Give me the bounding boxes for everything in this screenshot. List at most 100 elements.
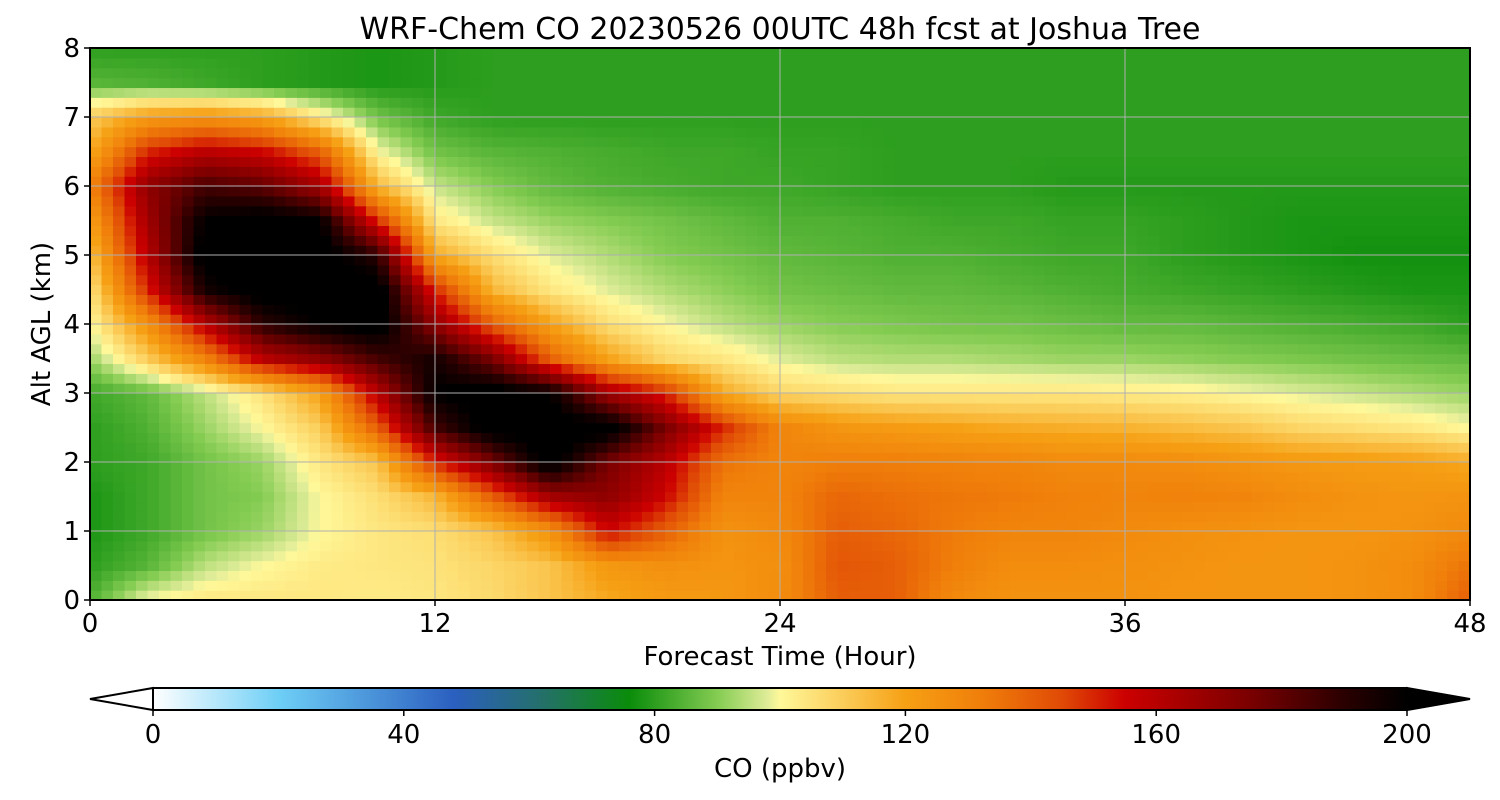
heatmap-cell: [676, 481, 689, 493]
heatmap-cell: [1033, 294, 1046, 305]
heatmap-cell: [1102, 215, 1115, 227]
heatmap-cell: [895, 235, 908, 246]
heatmap-cell: [469, 343, 482, 355]
heatmap-cell: [1010, 274, 1023, 286]
heatmap-cell: [1102, 491, 1115, 503]
heatmap-cell: [757, 205, 770, 217]
heatmap-cell: [1102, 225, 1115, 236]
heatmap-cell: [987, 412, 1000, 424]
heatmap-cell: [1159, 255, 1172, 266]
heatmap-cell: [1401, 550, 1414, 562]
heatmap-cell: [101, 274, 114, 286]
heatmap-cell: [1401, 481, 1414, 493]
heatmap-cell: [918, 225, 931, 236]
heatmap-cell: [906, 264, 919, 276]
heatmap-cell: [883, 294, 896, 305]
heatmap-cell: [906, 531, 919, 542]
heatmap-cell: [400, 274, 413, 286]
heatmap-cell: [216, 284, 229, 296]
heatmap-cell: [1263, 363, 1276, 374]
heatmap-cell: [814, 353, 827, 365]
heatmap-cell: [929, 511, 942, 522]
heatmap-cell: [826, 205, 839, 217]
heatmap-cell: [423, 481, 436, 493]
heatmap-cell: [998, 205, 1011, 217]
heatmap-cell: [435, 462, 448, 473]
heatmap-cell: [228, 343, 241, 355]
heatmap-cell: [377, 245, 390, 256]
heatmap-cell: [90, 324, 103, 335]
heatmap-cell: [1021, 353, 1034, 365]
heatmap-cell: [216, 452, 229, 463]
heatmap-cell: [446, 481, 459, 493]
heatmap-cell: [1217, 511, 1230, 522]
heatmap-cell: [113, 442, 126, 453]
heatmap-cell: [596, 274, 609, 286]
heatmap-cell: [1171, 531, 1184, 542]
heatmap-cell: [412, 521, 425, 532]
heatmap-cell: [1228, 215, 1241, 227]
heatmap-cell: [423, 245, 436, 256]
heatmap-cell: [1378, 471, 1391, 483]
heatmap-cell: [653, 215, 666, 227]
heatmap-cell: [136, 462, 149, 473]
heatmap-cell: [1021, 590, 1034, 600]
heatmap-cell: [676, 462, 689, 473]
heatmap-cell: [377, 264, 390, 276]
heatmap-cell: [929, 353, 942, 365]
heatmap-cell: [1159, 402, 1172, 414]
heatmap-cell: [101, 373, 114, 384]
heatmap-cell: [941, 264, 954, 276]
heatmap-cell: [1194, 590, 1207, 600]
heatmap-cell: [458, 353, 471, 365]
heatmap-cell: [1228, 412, 1241, 424]
heatmap-cell: [1424, 264, 1437, 276]
heatmap-cell: [251, 422, 264, 434]
heatmap-cell: [527, 363, 540, 374]
heatmap-cell: [791, 333, 804, 345]
heatmap-cell: [228, 481, 241, 493]
heatmap-cell: [193, 373, 206, 384]
heatmap-cell: [711, 363, 724, 374]
heatmap-cell: [1033, 274, 1046, 286]
heatmap-cell: [331, 481, 344, 493]
heatmap-cell: [446, 235, 459, 246]
heatmap-cell: [1205, 324, 1218, 335]
heatmap-cell: [1309, 560, 1322, 572]
heatmap-cell: [883, 412, 896, 424]
heatmap-cell: [1171, 550, 1184, 562]
heatmap-cell: [1079, 304, 1092, 315]
heatmap-cell: [619, 412, 632, 424]
heatmap-cell: [630, 333, 643, 345]
heatmap-cell: [573, 570, 586, 581]
heatmap-cell: [1067, 590, 1080, 600]
heatmap-cell: [607, 274, 620, 286]
heatmap-cell: [1056, 294, 1069, 305]
heatmap-cell: [952, 314, 965, 325]
heatmap-cell: [814, 294, 827, 305]
heatmap-cell: [573, 343, 586, 355]
heatmap-cell: [642, 511, 655, 522]
heatmap-cell: [354, 195, 367, 207]
heatmap-cell: [734, 363, 747, 374]
heatmap-cell: [331, 540, 344, 552]
heatmap-cell: [1320, 333, 1333, 345]
heatmap-cell: [1389, 590, 1402, 600]
heatmap-cell: [653, 471, 666, 483]
heatmap-cell: [262, 550, 275, 562]
heatmap-cell: [1274, 333, 1287, 345]
heatmap-cell: [998, 284, 1011, 296]
heatmap-cell: [1228, 432, 1241, 443]
heatmap-cell: [1355, 560, 1368, 572]
heatmap-cell: [182, 452, 195, 463]
heatmap-cell: [619, 284, 632, 296]
heatmap-cell: [722, 442, 735, 453]
heatmap-cell: [768, 481, 781, 493]
heatmap-cell: [630, 590, 643, 600]
heatmap-cell: [665, 314, 678, 325]
heatmap-cell: [975, 521, 988, 532]
heatmap-cell: [113, 511, 126, 522]
heatmap-cell: [1320, 412, 1333, 424]
heatmap-cell: [630, 225, 643, 236]
heatmap-cell: [423, 264, 436, 276]
